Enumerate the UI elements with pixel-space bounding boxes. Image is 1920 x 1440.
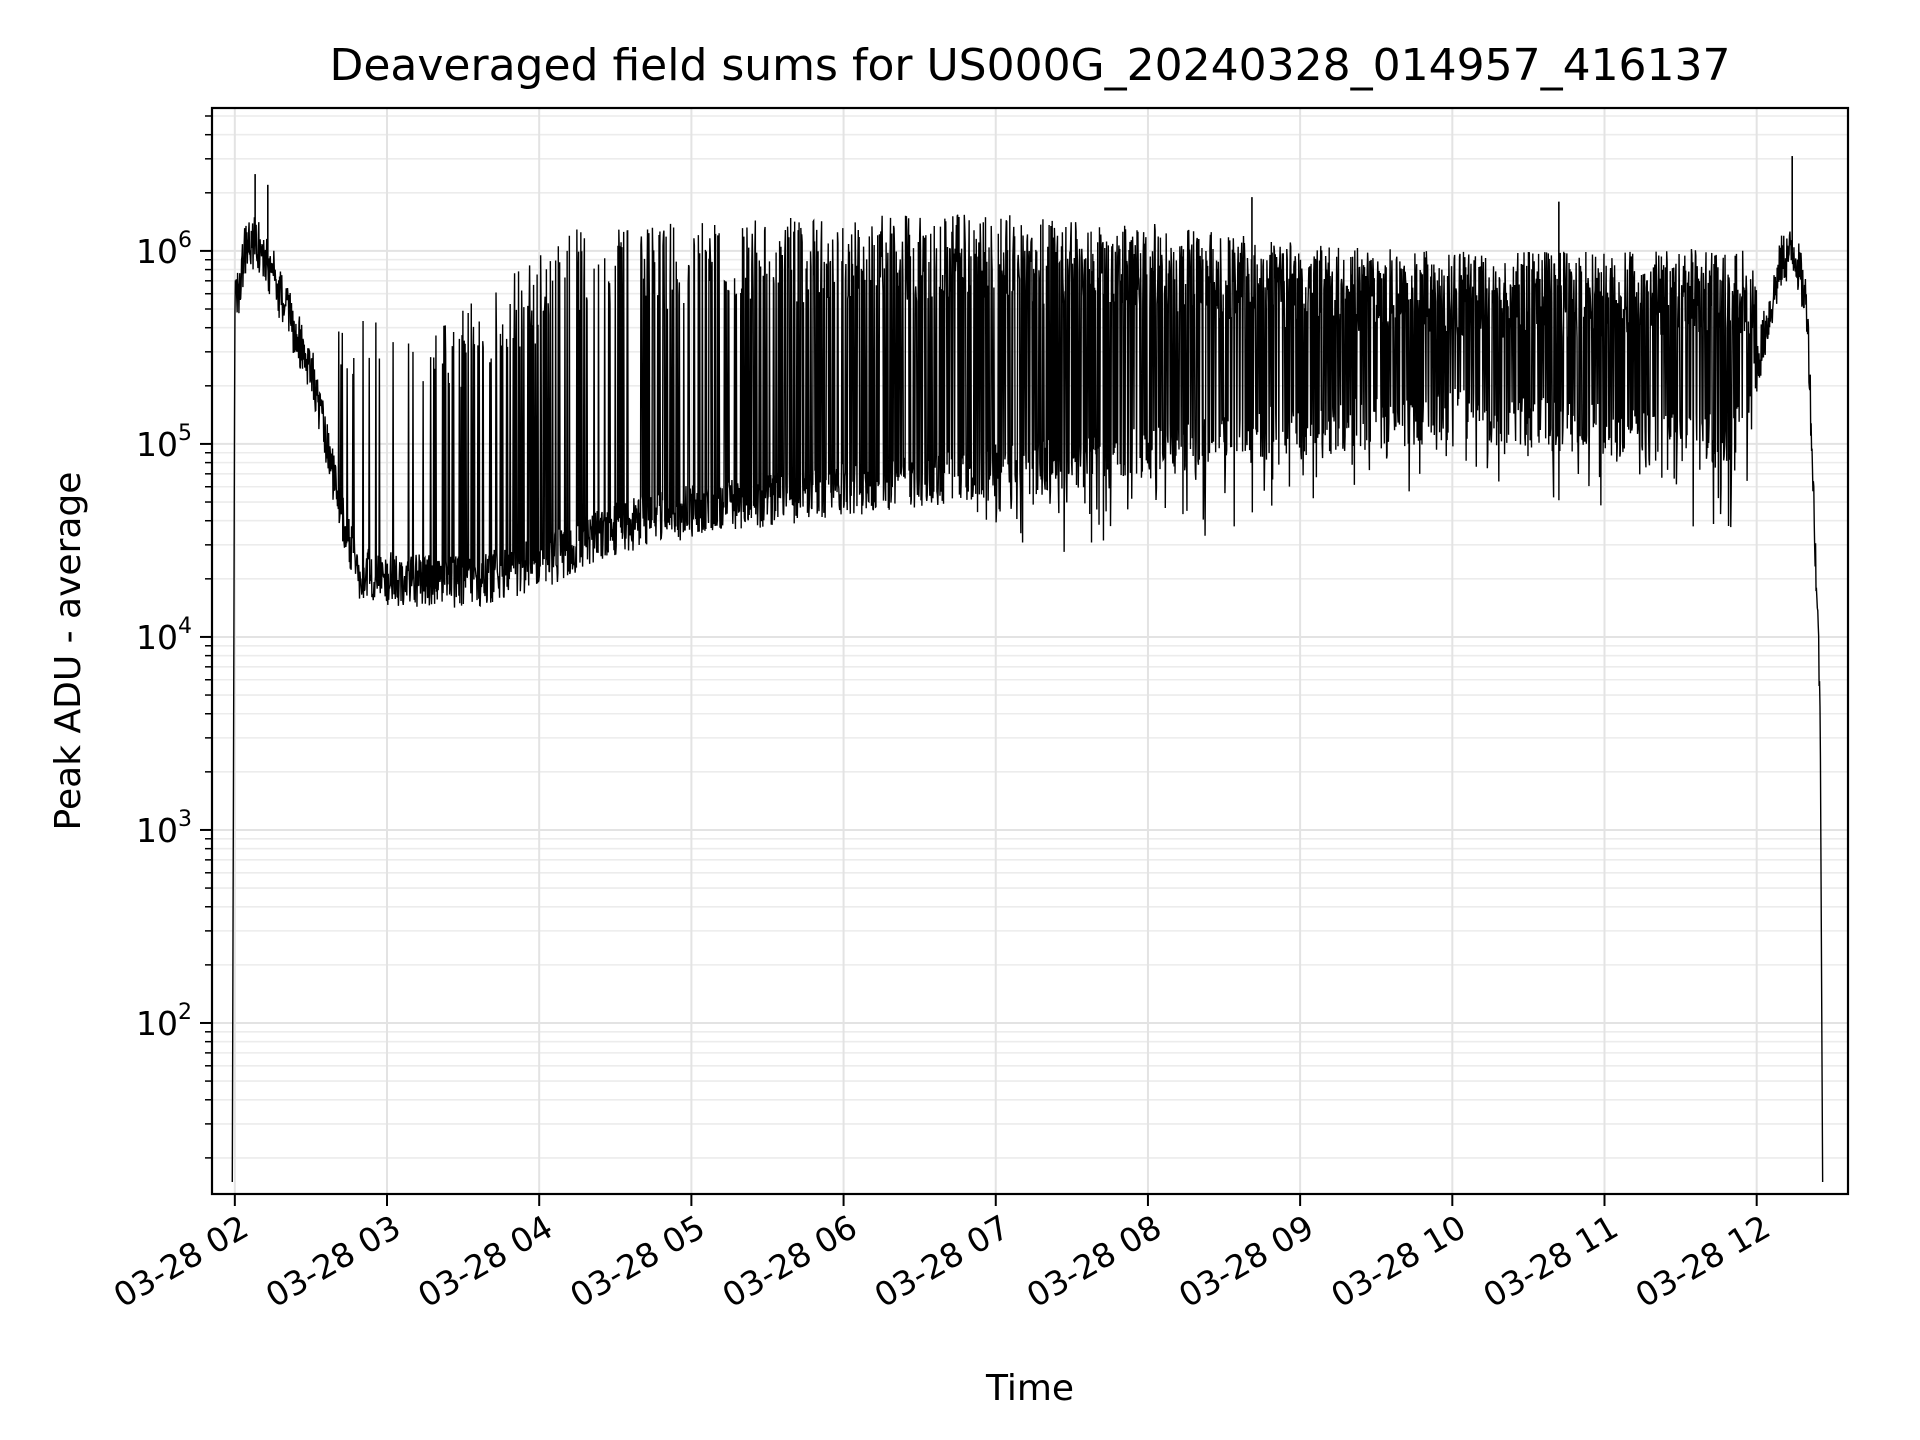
plot-frame — [210, 106, 1850, 1196]
y-tick-label: 104 — [136, 614, 192, 657]
plot-area — [231, 156, 1824, 1183]
y-axis-label: Peak ADU - average — [48, 472, 89, 831]
chart-title: Deaveraged field sums for US000G_2024032… — [329, 40, 1730, 91]
y-tick-label: 102 — [136, 1000, 192, 1043]
y-tick-label: 105 — [136, 421, 192, 464]
y-tick-label: 106 — [136, 228, 192, 271]
x-axis-label: Time — [985, 1368, 1074, 1409]
series-line — [231, 214, 1824, 1183]
y-axis-ticks: 102 103 104 105 106 — [136, 115, 212, 1159]
y-tick-label: 103 — [136, 807, 192, 850]
